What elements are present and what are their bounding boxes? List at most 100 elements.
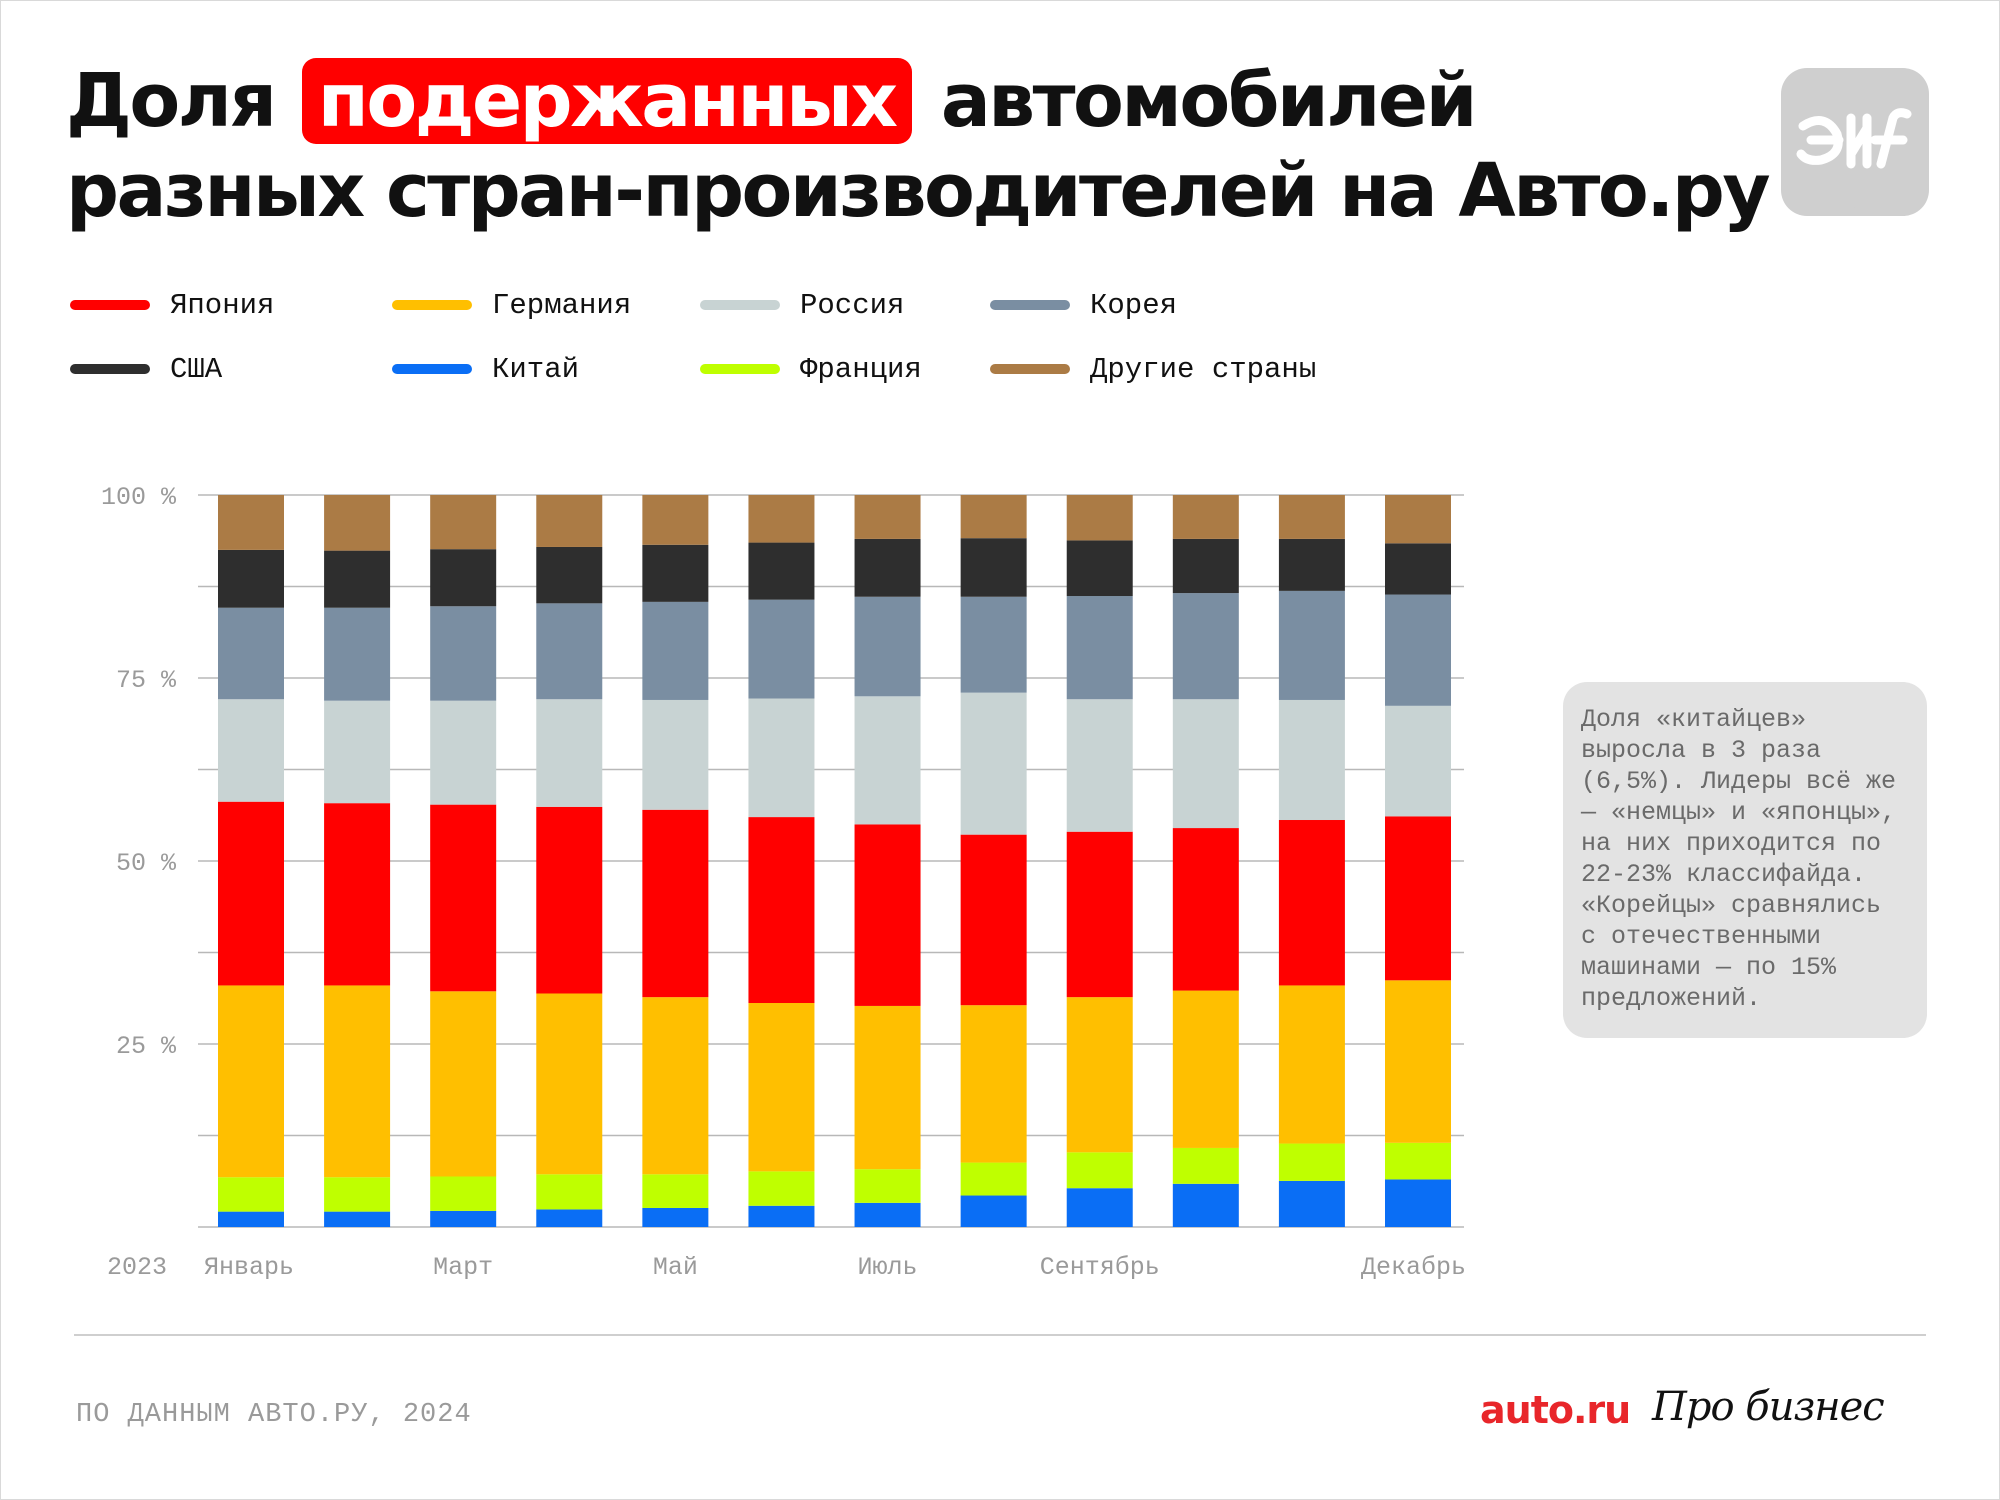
bar-segment [1066, 699, 1133, 832]
legend-label: Корея [1090, 288, 1178, 322]
x-tick-label: Декабрь [1361, 1253, 1466, 1282]
bar-segment [854, 596, 921, 697]
bar-segment [1066, 1188, 1133, 1227]
legend-item-russia: Россия [700, 288, 905, 322]
bar-segment [1066, 596, 1133, 700]
bar-segment [218, 549, 284, 608]
legend-item-france: Франция [700, 353, 922, 386]
bar-segment [1066, 1152, 1133, 1189]
bar-segment [1172, 593, 1239, 700]
y-tick-label: 50 % [116, 849, 177, 878]
note-line: Доля «китайцев» [1581, 705, 1807, 734]
aif-logo: AиF [1781, 68, 1929, 216]
bar-segment [1066, 540, 1133, 597]
source-text: ПО ДАННЫМ АВТО.РУ, 2024 [76, 1400, 472, 1430]
bar-segment [1385, 1142, 1451, 1180]
bar-segment [642, 997, 709, 1175]
note-line: (6,5%). Лидеры всё же [1581, 767, 1897, 796]
title-highlight: подержанных [301, 58, 912, 144]
y-tick-label: 100 % [101, 483, 177, 512]
legend-swatch [392, 364, 472, 374]
x-tick-label: Сентябрь [1040, 1253, 1160, 1282]
title-text-before: Доля [66, 58, 298, 144]
title-text-after: автомобилей [917, 58, 1478, 144]
bar-segment [1385, 1179, 1451, 1227]
bar-segment [642, 809, 709, 998]
bar-segment [1385, 594, 1451, 706]
y-tick-label: 25 % [116, 1032, 177, 1061]
bar-segment [218, 1177, 284, 1212]
legend-swatch [392, 300, 472, 310]
note-line: 22-23% классифайда. [1581, 860, 1867, 889]
bar-segment [430, 991, 497, 1177]
bar-segment [960, 1005, 1027, 1163]
legend-swatch [70, 364, 150, 374]
bar-segment [748, 599, 815, 699]
bar-segment [324, 550, 391, 608]
bar-segment [854, 495, 921, 539]
bar-segment [854, 538, 921, 597]
legend-item-japan: Япония [70, 289, 274, 322]
footer-divider [74, 1334, 1926, 1336]
stacked-bar-chart: 100 % 75 % 50 % 25 % 2023 Январь Март Май Июль Се… [101, 483, 1466, 1282]
legend-label: Россия [800, 288, 905, 322]
bar-segment [960, 834, 1027, 1006]
bar-segment [218, 801, 284, 986]
bar-segment [1172, 1183, 1239, 1227]
bar-segment [1172, 828, 1239, 991]
bar-segment [1278, 495, 1345, 539]
note-line: с отечественными [1581, 922, 1822, 951]
aif-logo-label: AиF [1854, 206, 1856, 209]
title-line-1: Доля подержанных автомобилей [66, 56, 1706, 146]
bar-segment [642, 1174, 709, 1208]
bar-segment [536, 546, 603, 604]
bar-segment [536, 699, 603, 807]
pro-biznes-logo: Про бизнес [1652, 1384, 1885, 1430]
bar-segment [960, 1162, 1027, 1196]
bar-segment [642, 601, 709, 700]
legend-label: США [170, 352, 223, 386]
x-tick-label: Июль [858, 1253, 918, 1282]
legend-item-other: Другие страны [990, 352, 1317, 386]
bar-segment [642, 1207, 709, 1227]
legend: Япония Германия Россия Корея США Китай Ф… [70, 288, 1470, 410]
bar-segment [748, 1205, 815, 1227]
bar-segment [1172, 990, 1239, 1148]
bar-segment [324, 1211, 391, 1227]
x-tick-label: Март [433, 1253, 493, 1282]
legend-swatch [700, 300, 780, 310]
bar-segment [960, 1195, 1027, 1227]
legend-item-china: Китай [392, 353, 579, 386]
bar-segment [1172, 495, 1239, 539]
page-title: Доля подержанных автомобилей разных стра… [66, 56, 1771, 236]
bar-segment [324, 803, 391, 986]
x-axis-year-label: 2023 [107, 1253, 167, 1282]
bar-segment [1066, 495, 1133, 541]
bar-segment [854, 696, 921, 825]
legend-label: Другие страны [1090, 352, 1317, 386]
auto-ru-logo: auto.ru [1480, 1388, 1631, 1432]
bar-segment [218, 495, 284, 550]
bar-segment [536, 1174, 603, 1210]
bar-segment [960, 692, 1027, 835]
bar-segment [1172, 699, 1239, 829]
x-tick-label: Январь [204, 1253, 294, 1282]
bar-segment [1066, 997, 1133, 1153]
bar-segment [1278, 699, 1345, 821]
bar-segment [324, 607, 391, 701]
note-line: «Корейцы» сравнялись [1581, 891, 1882, 920]
bar-segment [642, 495, 709, 545]
bar-segment [430, 606, 497, 701]
bar-segment [324, 985, 391, 1178]
bar-segment [430, 1210, 497, 1227]
bar-segment [960, 538, 1027, 597]
y-tick-label: 75 % [116, 666, 177, 695]
bar-segment [1278, 538, 1345, 591]
bar-segment [1278, 985, 1345, 1144]
bar-segment [324, 495, 391, 551]
aif-logo-mark: AиF [1796, 108, 1912, 209]
bar-segment [854, 1202, 921, 1227]
bar-segment [1278, 1143, 1345, 1181]
bar-segment [748, 495, 815, 543]
bar-segment [1066, 831, 1133, 998]
